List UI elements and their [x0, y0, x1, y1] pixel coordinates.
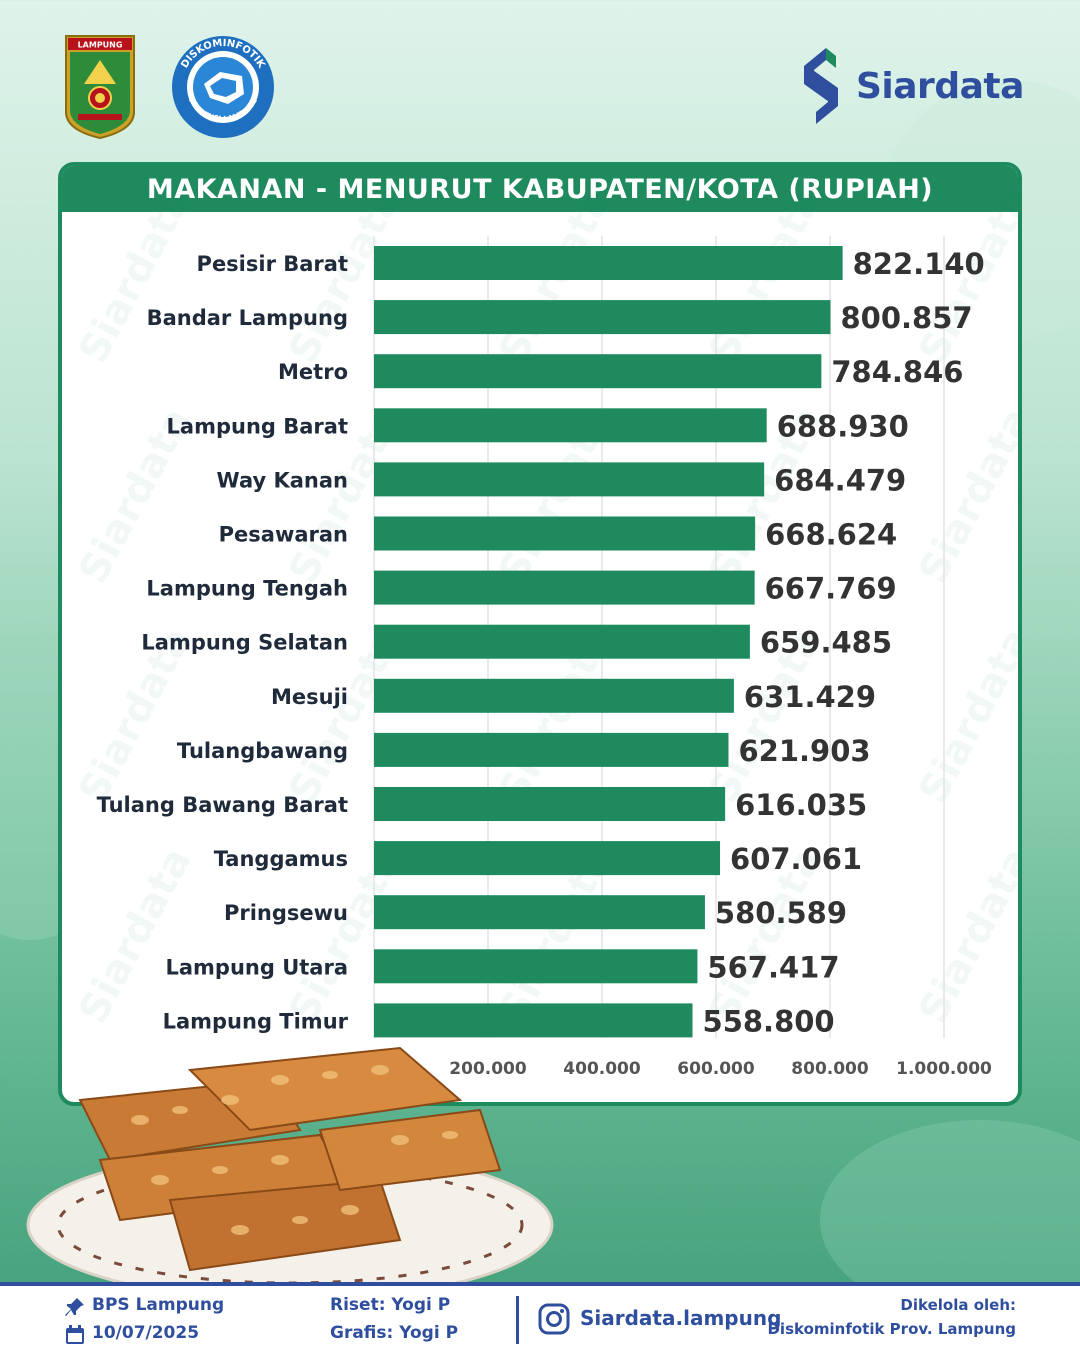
value-label: 558.800 — [703, 1004, 835, 1038]
bar-bandar-lampung — [374, 300, 831, 335]
bar-lampung-selatan — [374, 624, 750, 659]
x-tick-label: 1.000.000 — [896, 1059, 992, 1079]
footer: BPS Lampung 10/07/2025 Riset: Yogi P Gra… — [0, 1282, 1080, 1350]
value-label: 667.769 — [765, 572, 897, 606]
chart-title: MAKANAN - MENURUT KABUPATEN/KOTA (RUPIAH… — [146, 173, 934, 205]
category-label: Tulang Bawang Barat — [97, 793, 348, 817]
value-label: 668.624 — [765, 518, 897, 552]
category-label: Way Kanan — [217, 468, 348, 492]
bar-lampung-timur — [374, 1003, 693, 1038]
bar-metro — [374, 354, 822, 389]
siardata-brand: Siardata — [796, 46, 1024, 126]
bar-way-kanan — [374, 462, 765, 497]
category-label: Pesisir Barat — [197, 252, 348, 276]
source-text: BPS Lampung — [92, 1295, 225, 1315]
value-label: 621.903 — [738, 734, 870, 768]
category-label: Tanggamus — [214, 847, 348, 871]
value-label: 631.429 — [744, 680, 876, 714]
value-label: 659.485 — [760, 626, 892, 660]
category-label: Mesuji — [271, 685, 348, 709]
value-label: 684.479 — [774, 463, 906, 497]
brand-name: Siardata — [856, 65, 1024, 107]
category-label: Pesawaran — [219, 523, 348, 547]
category-label: Lampung Barat — [167, 414, 348, 438]
chart-title-bar: MAKANAN - MENURUT KABUPATEN/KOTA (RUPIAH… — [62, 166, 1018, 212]
bar-pesawaran — [374, 516, 756, 551]
value-label: 688.930 — [777, 409, 909, 443]
date-text: 10/07/2025 — [92, 1323, 200, 1343]
value-label: 822.140 — [853, 247, 985, 281]
x-axis-tick-labels: 200.000 400.000 600.000 800.000 1.000.000 — [449, 1059, 992, 1079]
category-label: Lampung Tengah — [146, 577, 348, 601]
bar-pesisir-barat — [374, 246, 843, 280]
x-tick-label: 800.000 — [791, 1059, 869, 1079]
x-tick-label: 400.000 — [563, 1059, 641, 1079]
bar-lampung-utara — [374, 949, 698, 984]
managed-label: Dikelola oleh: — [900, 1296, 1016, 1314]
watermark-text: Siardata — [70, 840, 200, 1030]
bar-mesuji — [374, 678, 734, 713]
x-tick-label: 200.000 — [449, 1059, 527, 1079]
value-labels: 822.140 800.857 784.846 688.930 684.479 668.6… — [703, 247, 985, 1038]
bar-tulangbawang — [374, 732, 729, 767]
category-label: Lampung Timur — [163, 1009, 349, 1033]
diskominfotik-logo: DISKOMINFOTIK PROVINSI LAMPUNG — [172, 36, 274, 138]
category-label: Lampung Selatan — [141, 631, 348, 655]
managed-by: Diskominfotik Prov. Lampung — [767, 1320, 1016, 1338]
instagram-icon — [538, 1303, 570, 1335]
bars — [374, 246, 843, 1038]
chart-card: MAKANAN - MENURUT KABUPATEN/KOTA (RUPIAH… — [58, 162, 1022, 1106]
category-labels: Pesisir Barat Bandar Lampung Metro Lampung … — [97, 252, 349, 1033]
bar-chart: Siardata Siardata Siardata Siardata Siardata… — [70, 180, 1018, 1079]
value-label: 800.857 — [840, 301, 972, 335]
value-label: 580.589 — [715, 896, 847, 930]
category-label: Tulangbawang — [177, 739, 348, 763]
x-tick-label: 600.000 — [677, 1059, 755, 1079]
value-label: 784.846 — [831, 355, 963, 389]
bar-tanggamus — [374, 841, 721, 876]
instagram-handle[interactable]: Siardata.lampung — [580, 1306, 782, 1330]
bar-tulang-bawang-barat — [374, 787, 726, 821]
category-label: Pringsewu — [224, 901, 348, 925]
value-label: 567.417 — [707, 950, 839, 984]
watermark-text: Siardata — [70, 180, 200, 370]
category-label: Bandar Lampung — [147, 306, 348, 330]
bar-lampung-tengah — [374, 570, 755, 605]
footer-divider — [516, 1296, 519, 1344]
category-label: Metro — [278, 360, 348, 384]
lampung-emblem-logo: LAMPUNG — [65, 35, 135, 140]
calendar-icon — [66, 1325, 84, 1344]
value-label: 607.061 — [730, 842, 862, 876]
category-label: Lampung Utara — [166, 955, 349, 979]
pin-icon — [65, 1298, 84, 1316]
grafis-credit: Grafis: Yogi P — [330, 1323, 459, 1343]
watermark-text: Siardata — [910, 400, 1018, 590]
riset-credit: Riset: Yogi P — [330, 1295, 451, 1315]
tempeh-plate-illustration — [26, 1046, 554, 1300]
value-label: 616.035 — [735, 788, 867, 822]
bar-lampung-barat — [374, 408, 767, 443]
watermark-text: Siardata — [910, 620, 1018, 810]
svg-text:LAMPUNG: LAMPUNG — [78, 41, 123, 50]
bar-pringsewu — [374, 895, 705, 930]
siardata-logo-icon — [804, 48, 838, 124]
watermark-text: Siardata — [910, 840, 1018, 1030]
